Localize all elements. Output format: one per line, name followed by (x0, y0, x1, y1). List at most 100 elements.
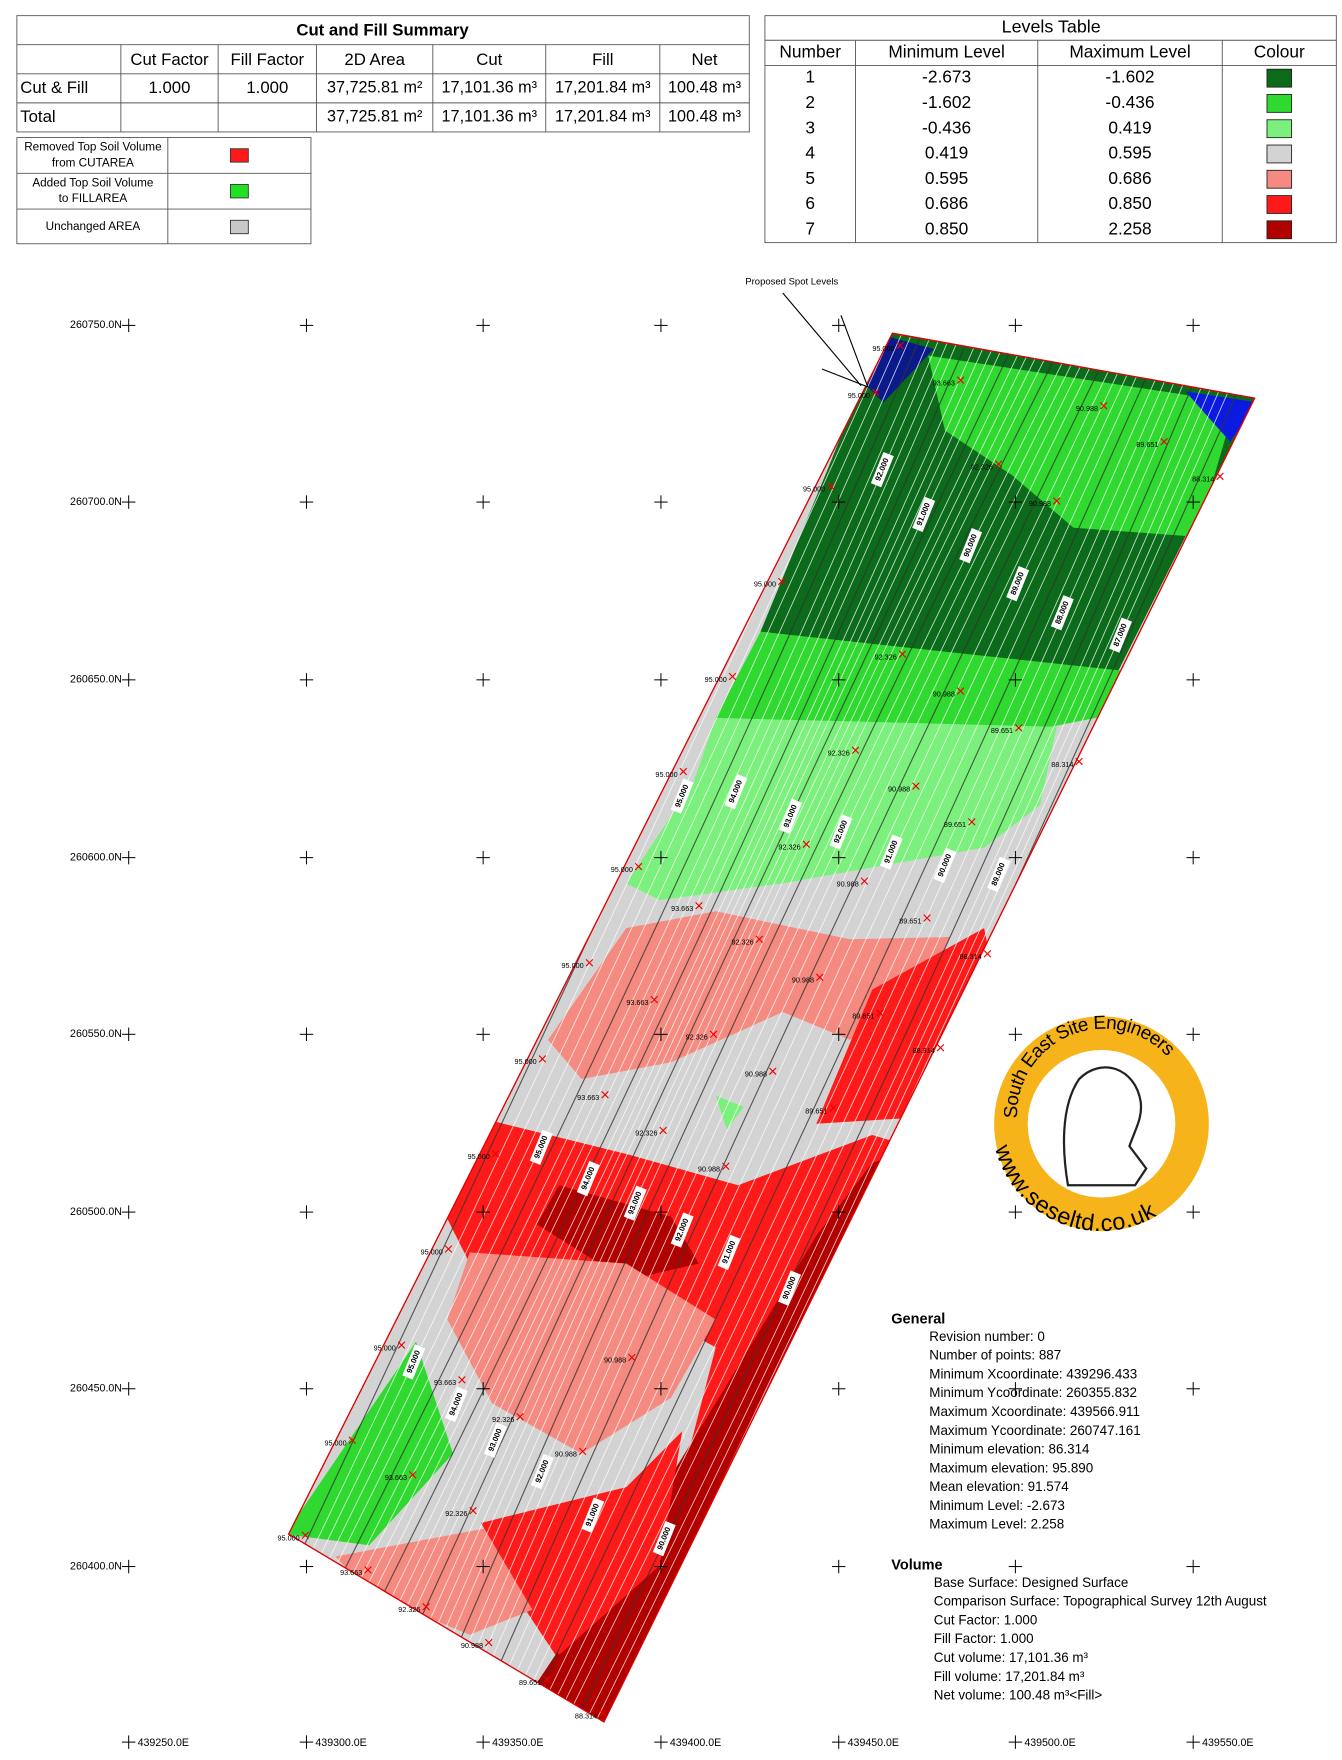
spot-level: 93.663 (671, 904, 693, 913)
table-cell: 4 (805, 143, 815, 163)
contour-label-bg (778, 1270, 801, 1306)
contour-label-bg (870, 451, 894, 488)
spot-level: 93.663 (933, 378, 955, 387)
contour-line (571, 346, 1219, 1722)
legend-label: Unchanged AREA (46, 220, 141, 233)
spot-marker (659, 1126, 667, 1135)
northing-label: 260500.0N (70, 1206, 122, 1218)
spot-level: 95.000 (754, 580, 776, 589)
spot-marker (896, 341, 904, 350)
table-cell: 0.686 (1108, 168, 1151, 188)
site-boundary (287, 332, 1256, 1723)
spot-level: 90.988 (837, 879, 859, 888)
spot-level: 93.663 (577, 1093, 599, 1102)
zone (288, 1341, 453, 1546)
column-header: 2D Area (344, 50, 405, 69)
northing-label: 260650.0N (70, 674, 122, 686)
contour-line (469, 333, 1102, 1688)
spot-marker (364, 1566, 372, 1574)
zone (626, 717, 1057, 901)
contour-line (493, 333, 1129, 1702)
spot-marker (860, 877, 869, 885)
volume-line: Base Surface: Designed Surface (934, 1575, 1129, 1590)
legend-swatch (229, 148, 249, 163)
level-swatch (1266, 195, 1293, 214)
spot-level: 95.000 (374, 1343, 396, 1352)
northing-label: 260400.0N (70, 1560, 122, 1572)
table-cell: 3 (805, 117, 815, 137)
spot-marker (408, 1471, 417, 1479)
spot-level: 95.000 (872, 344, 894, 353)
table-cell: -1.602 (1105, 67, 1154, 87)
general-heading: General (891, 1311, 945, 1327)
easting-label: 439300.0E (315, 1737, 366, 1749)
contour-line (485, 333, 1120, 1697)
contour-line (430, 333, 1056, 1664)
spot-level: 90.988 (1076, 404, 1098, 413)
table-cell: 6 (805, 193, 815, 213)
general-line: Minimum Level: -2.673 (929, 1498, 1065, 1513)
easting-label: 439550.0E (1202, 1737, 1253, 1749)
legend-swatch (229, 184, 249, 199)
contour-line (335, 333, 948, 1608)
arrow (821, 315, 869, 388)
spot-levels: 95.000 95.000 95.000 95.000 95.000 95.000 95.0… (277, 341, 1224, 1720)
zone (447, 1252, 716, 1454)
spot-level: 92.326 (398, 1605, 420, 1614)
column-header: Maximum Level (1069, 41, 1190, 61)
spot-marker (538, 1055, 547, 1063)
spot-marker (491, 1150, 500, 1158)
zone (548, 911, 951, 1080)
general-line: Number of points: 887 (929, 1348, 1061, 1363)
table-cell: 1 (805, 67, 815, 87)
contour-label-bg (444, 1386, 468, 1423)
contour-line (516, 335, 1156, 1716)
contour-label-bg (879, 834, 903, 870)
spot-level: 89.651 (899, 916, 921, 925)
northing-label: 260600.0N (70, 851, 122, 863)
zone (715, 1095, 744, 1130)
column-header: Fill Factor (231, 50, 305, 69)
contour-label-bg (1006, 566, 1030, 602)
spot-level: 90.988 (888, 784, 910, 793)
spot-marker (599, 1709, 607, 1717)
spot-level: 88.314 (1192, 475, 1214, 484)
contour-line (327, 333, 939, 1603)
column-header: Cut (476, 50, 502, 69)
spot-marker (956, 687, 965, 695)
contour-line (556, 343, 1201, 1722)
contour-label-bg (779, 798, 803, 834)
spot-level: 88.314 (913, 1046, 935, 1055)
spot-marker (1015, 724, 1023, 732)
spot-level: 90.988 (933, 689, 955, 698)
spot-marker (650, 995, 658, 1004)
spot-marker (755, 935, 764, 944)
spot-level: 92.326 (635, 1129, 657, 1138)
volume-line: Fill volume: 17,201.84 m³ (934, 1669, 1085, 1684)
spot-level: 95.000 (848, 391, 870, 400)
table-border (764, 15, 1337, 244)
contour-label-bg (717, 1234, 741, 1270)
column-header: Net (691, 50, 717, 69)
spot-level: 93.663 (434, 1378, 456, 1387)
spot-level: 90.988 (1029, 499, 1051, 508)
spot-marker (1075, 757, 1083, 766)
spot-level: 95.000 (562, 961, 584, 970)
contour-line (532, 338, 1174, 1722)
spot-marker (871, 388, 880, 397)
column-header: Number (779, 41, 841, 61)
spot-marker (1160, 437, 1168, 446)
table-cell: 5 (805, 168, 815, 188)
table-cell: 0.686 (925, 193, 968, 213)
logo-inner (1027, 1049, 1176, 1198)
spot-level: 92.326 (971, 462, 993, 471)
spot-level: 89.651 (519, 1678, 541, 1687)
contour-label-bg (623, 1185, 647, 1221)
contour-label-bg (670, 778, 694, 814)
contour-label-bg (959, 528, 983, 564)
spot-level: 92.326 (828, 749, 850, 758)
spot-marker (422, 1603, 430, 1611)
spot-marker (601, 1090, 609, 1099)
spot-level: 90.988 (461, 1641, 483, 1650)
